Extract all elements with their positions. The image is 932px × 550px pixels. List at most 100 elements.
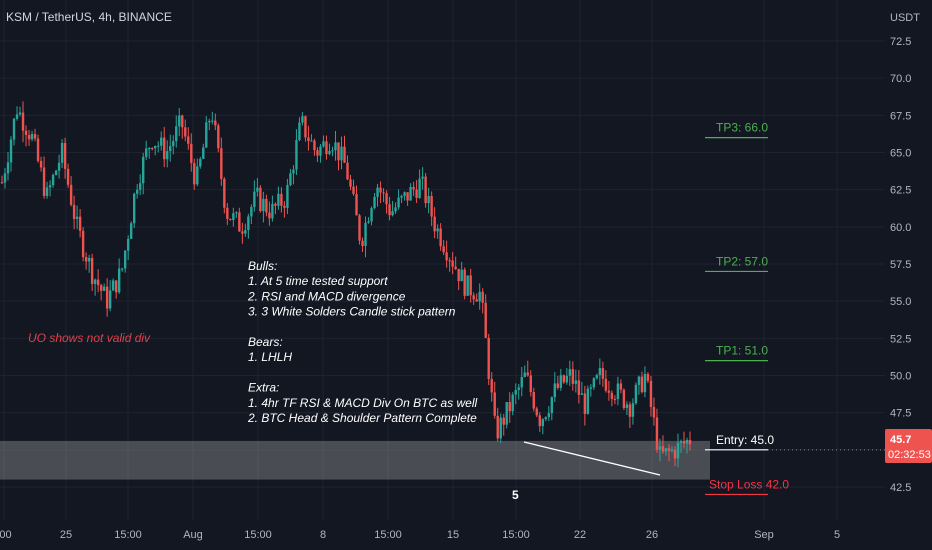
candle-body xyxy=(676,442,680,459)
level-label: Stop Loss 42.0 xyxy=(709,477,789,491)
candle-body xyxy=(63,142,67,169)
candle-body xyxy=(382,192,385,194)
price-tick: 72.5 xyxy=(890,36,911,48)
price-tick: 52.5 xyxy=(890,333,911,345)
note-line: Extra: xyxy=(248,381,279,395)
candle-body xyxy=(229,218,232,220)
price-tick: 55.0 xyxy=(890,296,911,308)
candle-body xyxy=(538,415,541,427)
candle-body xyxy=(117,268,121,293)
support-zone xyxy=(0,440,710,480)
candle-body xyxy=(151,147,154,149)
time-axis[interactable] xyxy=(0,520,885,550)
time-tick: 8 xyxy=(320,529,326,541)
candle-body xyxy=(679,441,683,443)
candle-body xyxy=(193,163,196,185)
candle-body xyxy=(217,125,220,149)
candle-body xyxy=(129,223,133,239)
candle-body xyxy=(322,141,325,147)
candle-body xyxy=(304,116,307,138)
time-tick: 25 xyxy=(60,529,72,541)
candle-body xyxy=(220,148,223,179)
candle-body xyxy=(532,392,535,409)
candle-body xyxy=(391,211,394,216)
candle-body xyxy=(69,184,73,205)
candle-body xyxy=(135,189,139,194)
candle-body xyxy=(673,449,677,459)
candle-body xyxy=(238,212,241,232)
candle-body xyxy=(670,449,674,451)
candle-body xyxy=(520,376,523,388)
candle-body xyxy=(508,402,511,412)
candle-body xyxy=(397,197,400,208)
candle-body xyxy=(529,375,532,393)
level-label: TP2: 57.0 xyxy=(716,254,768,268)
note-line: 3. 3 White Solders Candle stick pattern xyxy=(248,305,456,319)
candle-body xyxy=(448,260,451,262)
note-line: 1. 4hr TF RSI & MACD Div On BTC as well xyxy=(248,396,477,410)
level-label: TP3: 66.0 xyxy=(716,121,768,135)
candle-body xyxy=(589,387,593,389)
candle-body xyxy=(631,403,635,417)
candle-body xyxy=(412,187,415,190)
candle-body xyxy=(148,147,151,149)
candle-body xyxy=(232,213,235,220)
candle-body xyxy=(502,417,505,425)
candle-body xyxy=(175,126,178,142)
candle-body xyxy=(385,193,388,205)
candle-body xyxy=(577,380,581,395)
candle-body xyxy=(331,150,334,152)
candle-body xyxy=(649,380,653,408)
candle-body xyxy=(142,156,145,184)
candle-body xyxy=(253,191,256,208)
candle-body xyxy=(48,185,52,188)
candle-body xyxy=(18,112,22,115)
candle-body xyxy=(400,195,403,198)
candle-body xyxy=(625,404,629,408)
candle-body xyxy=(244,229,247,234)
candle-body xyxy=(66,168,70,185)
candle-body xyxy=(526,372,529,376)
candle-body xyxy=(241,231,244,234)
candle-body xyxy=(132,193,136,224)
candle-body xyxy=(93,279,97,284)
candle-body xyxy=(316,150,319,156)
candle-body xyxy=(481,291,484,303)
candle-body xyxy=(105,286,109,309)
candle-body xyxy=(27,134,31,140)
note-line: Bears: xyxy=(248,335,283,349)
note-line: 2. BTC Head & Shoulder Pattern Complete xyxy=(247,411,477,425)
candle-body xyxy=(283,205,286,208)
candle-body xyxy=(547,413,550,418)
candle-body xyxy=(514,390,517,395)
candle-body xyxy=(313,140,316,151)
candle-body xyxy=(343,146,346,163)
candle-body xyxy=(379,187,382,193)
candle-body xyxy=(469,275,472,296)
candle-body xyxy=(256,187,259,192)
candle-body xyxy=(126,238,130,251)
time-tick: Sep xyxy=(754,529,774,541)
candle-body xyxy=(319,146,322,156)
candle-body xyxy=(15,114,19,119)
candle-body xyxy=(415,189,418,198)
candle-body xyxy=(562,375,566,383)
candle-body xyxy=(280,193,283,206)
candle-body xyxy=(445,252,448,261)
candle-body xyxy=(51,174,55,186)
candle-body xyxy=(0,182,4,184)
candle-body xyxy=(439,228,442,247)
candle-body xyxy=(33,134,37,139)
candle-body xyxy=(628,404,632,417)
candle-body xyxy=(21,112,25,131)
candle-body xyxy=(286,185,289,208)
candle-body xyxy=(565,375,569,383)
candle-body xyxy=(640,376,644,393)
note-line: 1. At 5 time tested support xyxy=(248,274,388,288)
candle-body xyxy=(265,198,268,213)
candle-body xyxy=(346,162,349,180)
candle-body xyxy=(12,118,16,140)
candle-body xyxy=(39,160,43,168)
